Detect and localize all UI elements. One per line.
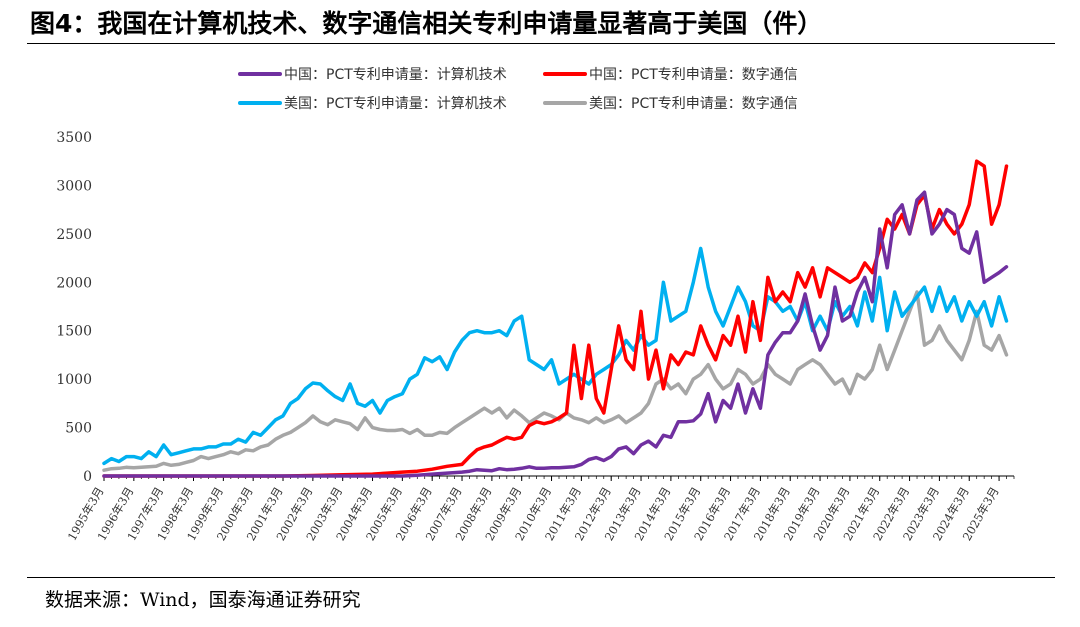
legend-label: 美国：PCT专利申请量：数字通信 [589, 96, 798, 112]
title-rule [27, 43, 1055, 44]
series-line [102, 246, 1009, 466]
y-tick-label: 0 [83, 469, 92, 485]
footer-rule [27, 577, 1055, 578]
y-tick-label: 3500 [56, 130, 92, 146]
y-tick-label: 3000 [56, 178, 92, 194]
y-tick-label: 2500 [56, 227, 92, 243]
series-line [102, 290, 1009, 472]
figure-title: 图4：我国在计算机技术、数字通信相关专利申请量显著高于美国（件） [30, 9, 823, 38]
y-tick-label: 1000 [56, 372, 92, 388]
series-line [102, 159, 1009, 478]
y-tick-label: 500 [65, 421, 92, 437]
legend-label: 中国：PCT专利申请量：计算机技术 [284, 67, 507, 83]
source-note: 数据来源：Wind，国泰海通证券研究 [45, 589, 361, 611]
series-line [102, 190, 1009, 478]
legend-label: 中国：PCT专利申请量：数字通信 [589, 67, 798, 83]
y-tick-label: 1500 [56, 324, 92, 340]
legend-label: 美国：PCT专利申请量：计算机技术 [284, 96, 507, 112]
y-tick-label: 2000 [56, 275, 92, 291]
